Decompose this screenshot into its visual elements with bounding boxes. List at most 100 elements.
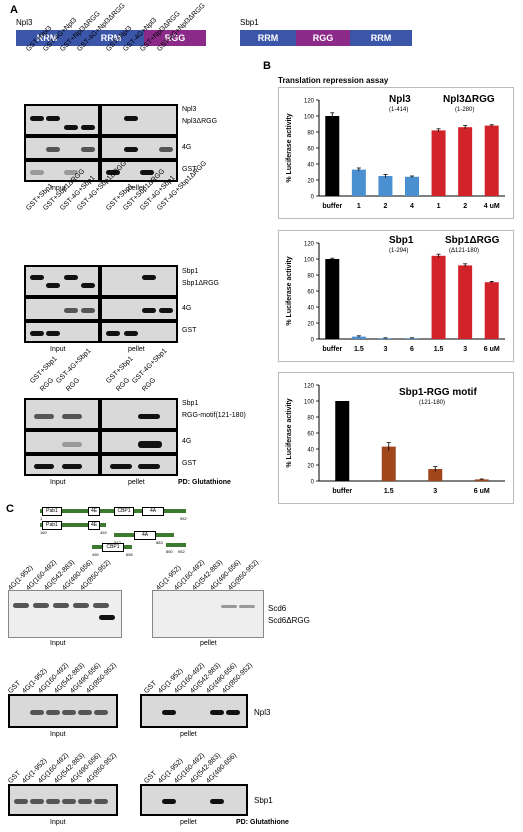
y-tick-label: 80 [307, 274, 314, 280]
y-tick-label: 120 [304, 384, 315, 390]
blot1-input-npl3 [24, 104, 100, 136]
x-tick-label: 3 [383, 346, 387, 353]
sbp1-rgg: RGG [296, 30, 350, 46]
bar [378, 176, 393, 196]
y-tick-label: 20 [307, 179, 314, 185]
blot4-pellet [152, 590, 264, 638]
blot2-pellet-4g [100, 297, 178, 321]
bar [405, 338, 419, 339]
y-tick-label: 0 [311, 480, 315, 486]
lane-label: GST [143, 679, 159, 695]
row-label: GST [182, 460, 197, 467]
y-tick-label: 40 [307, 306, 314, 312]
x-tick-label: 1.5 [434, 346, 444, 353]
lane-label: GST [7, 769, 23, 785]
blot1-pellet-4g [100, 136, 178, 160]
chart-sbp1-svg: 0 20 40 60 80 100 120 % Luciferase activity buff… [286, 242, 505, 353]
chart-annotation-sub: (121-180) [419, 400, 446, 406]
input-label: Input [50, 819, 66, 826]
bar [351, 169, 366, 196]
x-tick-label: 4 uM [484, 203, 500, 210]
4a-box: 4A [142, 507, 164, 516]
x-tick-label: 6 uM [474, 488, 490, 495]
sbp1-rrm2: RRM [350, 30, 412, 46]
map-number: 656 [126, 552, 133, 557]
npl3-rgg: RGG [144, 30, 206, 46]
y-tick-label: 0 [311, 338, 315, 344]
map-number: 850 [166, 549, 173, 554]
chart-sbp1: 0 20 40 60 80 100 120 % Luciferase activity buff… [278, 230, 514, 362]
lane-label: GST [7, 679, 23, 695]
map-number: 952 [180, 516, 187, 521]
bar [325, 116, 340, 196]
bar [428, 469, 443, 481]
map-number: 490 [92, 552, 99, 557]
row-label: Sbp1 [182, 268, 199, 275]
blot5-pellet [140, 694, 248, 728]
map-number: 160 [40, 530, 47, 535]
chart-npl3: 0 20 40 60 80 100 120 % Luciferase activity buff… [278, 87, 514, 219]
blot1-pellet-npl3 [100, 104, 178, 136]
blot6-input [8, 784, 118, 816]
y-tick-label: 0 [311, 195, 315, 201]
map-number: 883 [156, 540, 163, 545]
pellet-label: pellet [128, 479, 145, 486]
chart-annotation-sub: (Δ121-180) [449, 248, 480, 254]
bar [381, 446, 396, 481]
chart-annotation: Npl3 [389, 94, 411, 105]
row-label: 4G [182, 144, 192, 151]
lane-label: RGG [115, 376, 132, 393]
x-tick-label: 4 [410, 203, 414, 210]
x-tick-label: 3 [463, 346, 467, 353]
y-tick-label: 120 [304, 242, 315, 248]
x-tick-label: 3 [433, 488, 437, 495]
row-label: Sbp1ΔRGG [182, 280, 219, 287]
lane-label: GST [143, 769, 159, 785]
row-label: Sbp1 [182, 400, 199, 407]
bar [484, 125, 499, 196]
chart-annotation: Sbp1 [389, 235, 414, 246]
panel-label-a: A [10, 4, 18, 16]
pab1-box: Pab1 [42, 507, 62, 516]
row-label: Sbp1 [254, 796, 273, 805]
bar [484, 282, 499, 339]
pellet-label: pellet [180, 731, 197, 738]
x-tick-label: buffer [322, 346, 342, 353]
y-tick-label: 100 [304, 258, 315, 264]
map-number: 492 [100, 530, 107, 535]
sbp1-domain-title: Sbp1 [240, 18, 259, 27]
cbp1-box: CBP1 [102, 543, 124, 552]
y-axis-label: % Luciferase activity [286, 113, 293, 182]
row-label: GST [182, 327, 197, 334]
4e-box: 4E [88, 521, 100, 530]
y-tick-label: 20 [307, 464, 314, 470]
map-number: 952 [178, 549, 185, 554]
y-tick-label: 100 [304, 115, 315, 121]
charts-title: Translation repression assay [278, 76, 389, 85]
y-tick-label: 40 [307, 163, 314, 169]
blot5-input [8, 694, 118, 728]
row-label: 4G [182, 438, 192, 445]
input-label: Input [50, 479, 66, 486]
y-tick-label: 60 [307, 147, 314, 153]
4a-box: 4A [134, 531, 156, 540]
x-tick-label: 1.5 [384, 488, 394, 495]
y-tick-label: 60 [307, 290, 314, 296]
blot2-pellet-gst [100, 321, 178, 343]
row-label: 4G [182, 305, 192, 312]
blot2-input-4g [24, 297, 100, 321]
blot3-input-4g [24, 430, 100, 454]
npl3-rrm2: RRM [78, 30, 144, 46]
blot6-pellet [140, 784, 248, 816]
chart-annotation-sub: (1-294) [389, 248, 409, 254]
bar [458, 127, 473, 196]
row-label: RGG-motif(121-180) [182, 412, 246, 419]
blot3-input-gst [24, 454, 100, 476]
bar [405, 176, 419, 196]
panel-label-c: C [6, 503, 14, 515]
input-label: Input [50, 346, 66, 353]
eif4g-full-bar [40, 509, 186, 513]
blot2-input-sbp1 [24, 265, 100, 297]
blot1-input-4g [24, 136, 100, 160]
npl3-domain-diagram: RRM RRM RGG [16, 30, 206, 46]
